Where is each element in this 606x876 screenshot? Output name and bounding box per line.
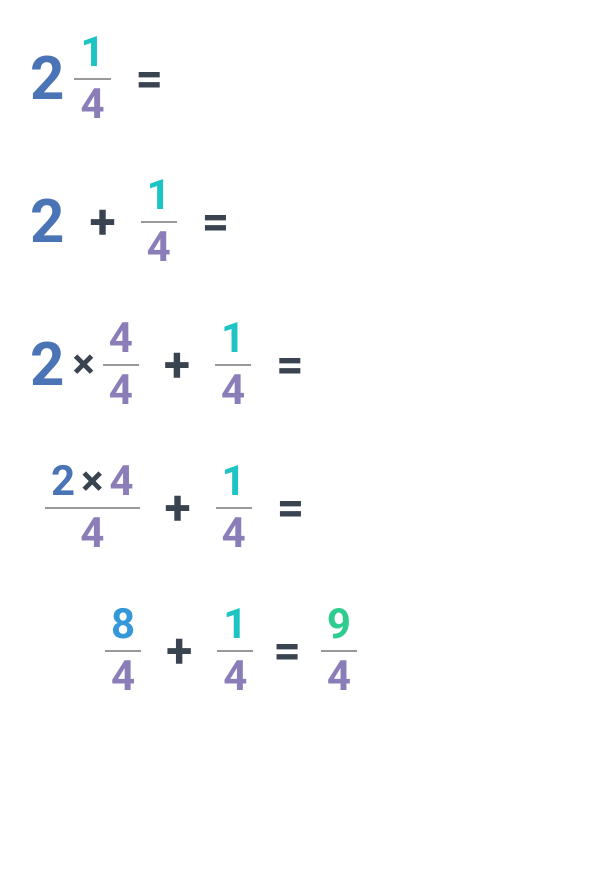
fraction-numerator: 1	[141, 173, 177, 219]
fraction: 14	[141, 173, 177, 271]
fraction: 94	[321, 602, 357, 700]
equation-row: 214=	[30, 30, 586, 128]
fraction-denominator: 4	[141, 225, 177, 271]
fraction: 84	[105, 602, 141, 700]
num-part: 4	[109, 461, 133, 503]
operator: +	[166, 627, 192, 675]
number: 2	[30, 192, 64, 252]
num-part: ×	[81, 461, 103, 503]
fraction-numerator: 8	[105, 602, 141, 648]
equation-row: 2+14=	[30, 173, 586, 271]
operator: =	[273, 627, 301, 675]
num-part: 2	[51, 461, 75, 503]
fraction-numerator: 9	[321, 602, 357, 648]
operator: +	[89, 198, 115, 246]
fraction-denominator: 4	[215, 368, 251, 414]
fraction-numerator: 1	[74, 30, 110, 76]
operator: +	[165, 484, 191, 532]
fraction-denominator: 4	[74, 511, 110, 557]
equation-row: 2×44+14=	[30, 316, 586, 414]
operator: =	[277, 484, 305, 532]
operator: =	[136, 55, 164, 103]
fraction: 14	[216, 459, 252, 557]
equation-row: 84+14=94	[30, 602, 586, 700]
math-steps: 214=2+14=2×44+14=2×44+14=84+14=94	[30, 30, 586, 700]
fraction-numerator: 2×4	[45, 459, 140, 505]
fraction-expression: 2×44	[45, 459, 140, 557]
fraction-denominator: 4	[105, 654, 141, 700]
fraction-numerator: 1	[216, 459, 252, 505]
fraction: 14	[74, 30, 110, 128]
operator: ×	[72, 344, 94, 386]
operator: =	[276, 341, 304, 389]
fraction-numerator: 1	[215, 316, 251, 362]
fraction: 44	[103, 316, 139, 414]
fraction-denominator: 4	[217, 654, 253, 700]
operator: +	[164, 341, 190, 389]
number: 2	[30, 49, 64, 109]
fraction-denominator: 4	[321, 654, 357, 700]
fraction-numerator: 1	[217, 602, 253, 648]
fraction: 14	[217, 602, 253, 700]
fraction-denominator: 4	[103, 368, 139, 414]
fraction-denominator: 4	[216, 511, 252, 557]
fraction: 14	[215, 316, 251, 414]
fraction-denominator: 4	[74, 82, 110, 128]
number: 2	[30, 335, 64, 395]
operator: =	[202, 198, 230, 246]
equation-row: 2×44+14=	[30, 459, 586, 557]
fraction-numerator: 4	[103, 316, 139, 362]
